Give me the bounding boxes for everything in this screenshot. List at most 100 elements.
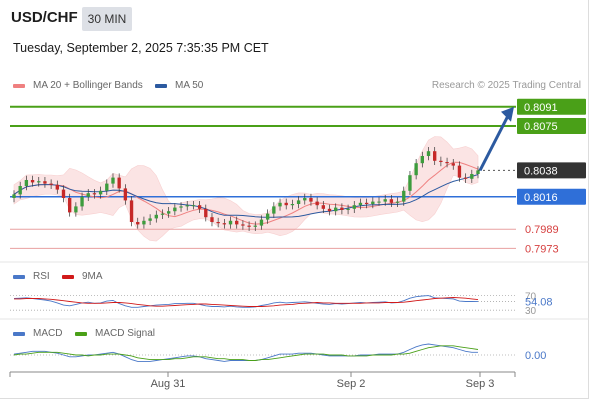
candle-body xyxy=(389,199,394,203)
rsi-current-label: 54.08 xyxy=(525,296,553,308)
candle-body xyxy=(358,202,363,206)
candle-body xyxy=(278,202,282,207)
forecast-arrow-head xyxy=(501,106,514,122)
candle-body xyxy=(383,199,387,202)
chart-datetime: Tuesday, September 2, 2025 7:35:35 PM CE… xyxy=(13,41,269,55)
candle-body xyxy=(241,224,245,226)
candle-body xyxy=(445,162,449,164)
candle-body xyxy=(327,208,332,212)
candle-body xyxy=(154,214,158,219)
level-label-0.8038: 0.8038 xyxy=(524,165,558,177)
candle-body xyxy=(123,188,128,201)
candle-body xyxy=(55,184,59,190)
x-tick-label: Aug 31 xyxy=(151,378,186,390)
candle-body xyxy=(173,207,177,212)
legend-macd: MACD xyxy=(13,328,62,339)
candle-body xyxy=(265,213,270,220)
ma9-label: 9MA xyxy=(82,271,103,282)
legend-ma20: MA 20 + Bollinger Bands xyxy=(13,80,143,91)
candle-body xyxy=(204,208,208,218)
macd-series-MACD xyxy=(13,343,478,362)
ma20-swatch xyxy=(13,83,25,88)
legend-macd-signal: MACD Signal xyxy=(75,328,155,339)
candle-body xyxy=(315,201,319,206)
candle-body xyxy=(476,170,480,174)
candle-body xyxy=(92,193,97,195)
level-tag-0.8075 xyxy=(517,118,586,134)
candle-body xyxy=(334,207,338,212)
candle-body xyxy=(160,213,165,215)
candle-body xyxy=(49,183,53,185)
candle-body xyxy=(235,220,239,225)
credit-text: Research © 2025 Trading Central xyxy=(431,80,581,91)
candle-body xyxy=(30,180,35,183)
rsi-swatch xyxy=(13,274,25,279)
level-label-0.7989: 0.7989 xyxy=(525,224,559,236)
candle-body xyxy=(222,223,227,225)
ma20-line xyxy=(13,161,479,225)
ma50-line xyxy=(13,174,479,218)
candle-body xyxy=(216,222,220,224)
ma9-swatch xyxy=(62,274,74,279)
candle-body xyxy=(290,204,295,206)
candle-body xyxy=(420,156,424,164)
macd-signal-swatch xyxy=(75,331,87,336)
candle-body xyxy=(148,218,152,221)
level-label-0.8075: 0.8075 xyxy=(524,121,558,133)
candle-body xyxy=(197,205,202,209)
candle-body xyxy=(98,190,103,195)
candle-body xyxy=(142,220,146,225)
legend-rsi: RSI xyxy=(13,271,50,282)
candle-body xyxy=(105,183,109,191)
x-tick-label: Sep 3 xyxy=(466,378,495,390)
rsi-series-9MA xyxy=(14,297,479,307)
candle-body xyxy=(470,174,474,179)
level-label-0.7973: 0.7973 xyxy=(525,243,559,255)
candle-body xyxy=(185,205,189,207)
candle-body xyxy=(346,208,350,210)
candle-body xyxy=(179,206,183,208)
candle-body xyxy=(129,200,134,222)
candle-body xyxy=(18,186,22,195)
candle-body xyxy=(352,205,356,209)
level-tag-0.8016 xyxy=(517,188,586,205)
macd-zero-label: 0.00 xyxy=(525,350,546,362)
candle-body xyxy=(377,201,381,203)
candle-body xyxy=(80,196,84,207)
level-tag-0.8091 xyxy=(517,98,586,115)
candle-body xyxy=(12,194,16,198)
candle-body xyxy=(24,180,29,186)
macd-signal-label: MACD Signal xyxy=(95,328,156,339)
candle-body xyxy=(43,181,47,184)
candle-body xyxy=(408,175,412,191)
ma50-label: MA 50 xyxy=(175,80,204,91)
rsi-label: RSI xyxy=(33,271,50,282)
candle-body xyxy=(321,205,326,209)
timeframe-badge[interactable]: 30 MIN xyxy=(82,7,132,31)
level-tag-0.8038 xyxy=(517,162,586,179)
candle-body xyxy=(86,193,90,197)
candle-body xyxy=(210,217,214,222)
candle-body xyxy=(457,165,462,178)
candle-body xyxy=(68,198,72,213)
candle-body xyxy=(166,211,171,214)
rsi-axis-label-30: 30 xyxy=(525,306,537,317)
candle-body xyxy=(463,177,468,179)
candle-body xyxy=(111,177,115,184)
candle-body xyxy=(414,163,418,176)
candle-body xyxy=(395,201,400,203)
candle-body xyxy=(451,163,455,166)
macd-series-MACD Signal xyxy=(13,345,479,361)
candle-body xyxy=(37,181,41,183)
candle-body xyxy=(340,207,344,210)
candle-body xyxy=(426,151,431,156)
candle-body xyxy=(296,200,301,204)
ma50-swatch xyxy=(155,83,167,88)
candle-body xyxy=(228,220,233,225)
candle-body xyxy=(247,225,251,227)
candle-body xyxy=(439,160,443,162)
candle-body xyxy=(303,198,307,201)
candle-body xyxy=(74,206,78,213)
